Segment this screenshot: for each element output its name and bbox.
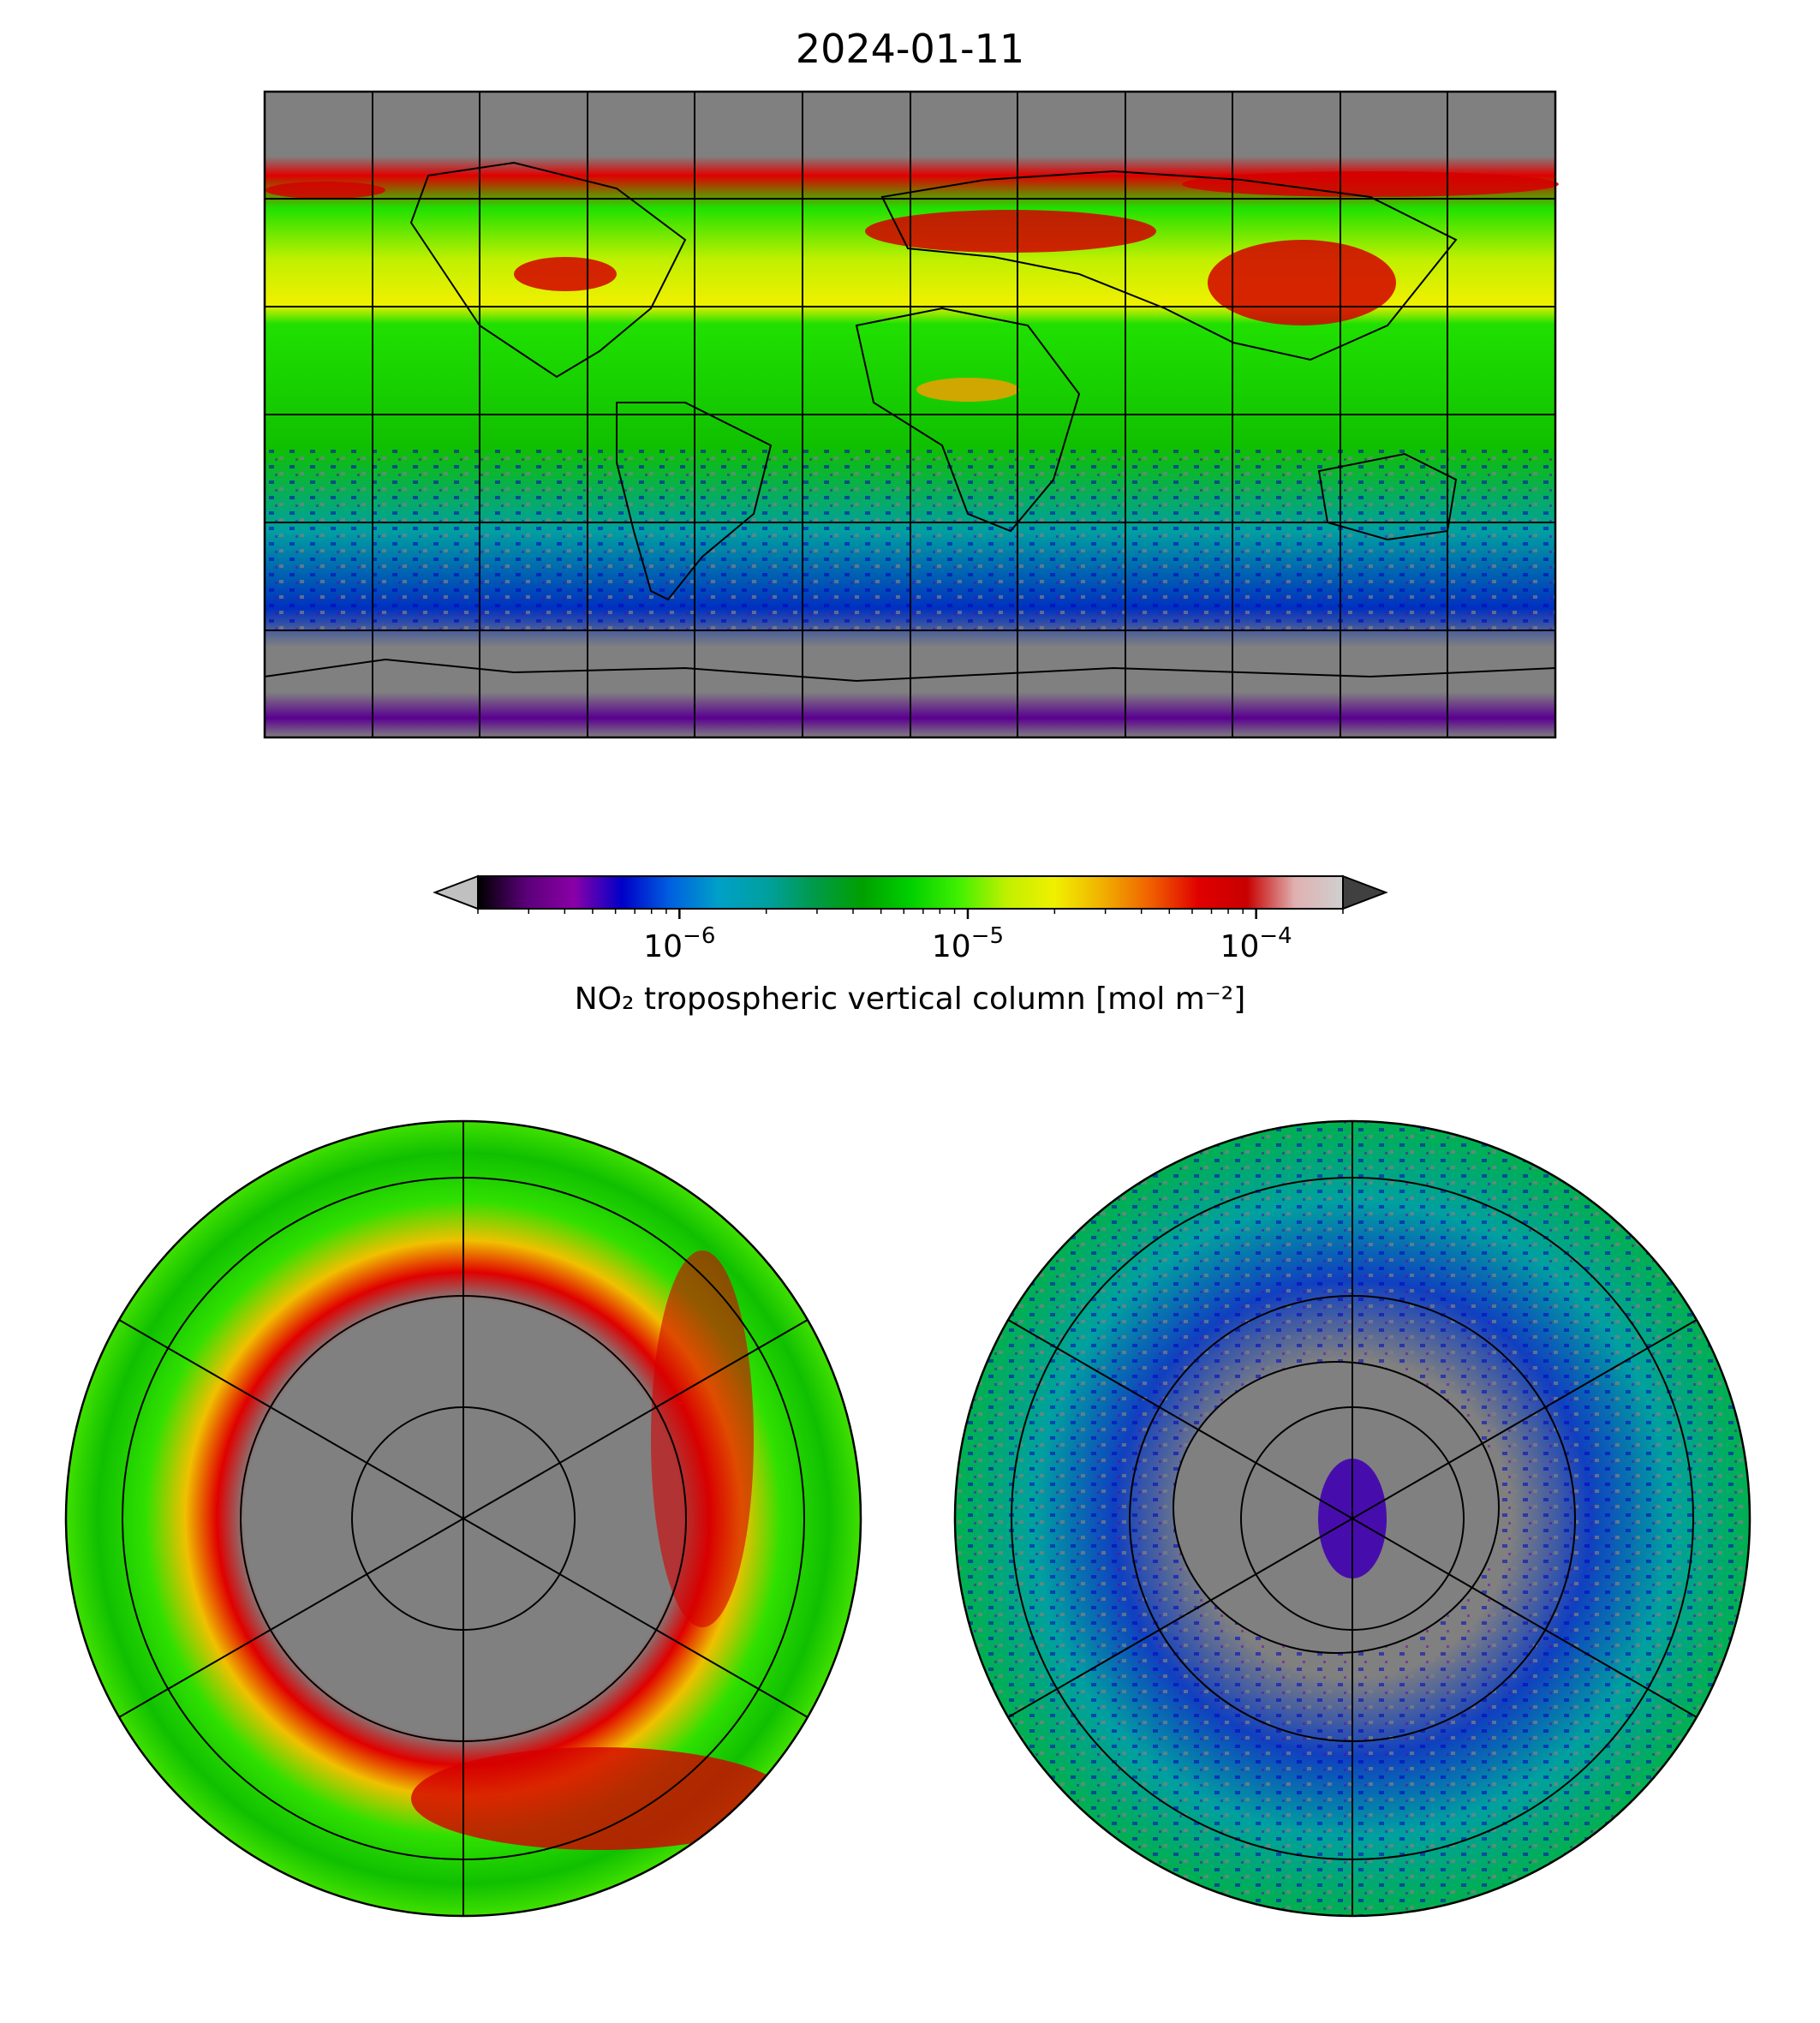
global-map-panel [263, 90, 1559, 739]
north-polar-land [257, 1362, 634, 1704]
colorbar: 10−6 10−5 10−4 [433, 874, 1388, 964]
colorbar-frame [477, 875, 1344, 910]
colorbar-ticks: 10−6 10−5 10−4 [477, 909, 1344, 964]
colorbar-tick-label: 10−4 [1220, 923, 1292, 964]
global-map-frame [263, 90, 1557, 739]
north-polar-hotspot-2 [651, 1250, 754, 1627]
figure-title: 2024-01-11 [795, 26, 1025, 72]
colorbar-label: NO₂ tropospheric vertical column [mol m⁻… [574, 982, 1246, 1017]
south-polar-panel [955, 1121, 1750, 1916]
colorbar-gradient [478, 876, 1343, 909]
north-polar-graticule [118, 1121, 809, 1916]
north-polar-panel [66, 1121, 861, 1916]
emission-hotspots [266, 171, 1559, 402]
colorbar-tick-label: 10−5 [932, 923, 1004, 964]
colorbar-over-extension [1342, 874, 1388, 910]
south-polar-frame [953, 1119, 1751, 1918]
graticule [265, 92, 1555, 737]
colorbar-under-extension [433, 874, 479, 910]
coastlines [264, 161, 1556, 683]
south-polar-graticule [1007, 1121, 1698, 1916]
north-polar-frame [64, 1119, 862, 1918]
colorbar-tick-label: 10−6 [643, 923, 715, 964]
north-polar-hotspot [411, 1747, 788, 1850]
